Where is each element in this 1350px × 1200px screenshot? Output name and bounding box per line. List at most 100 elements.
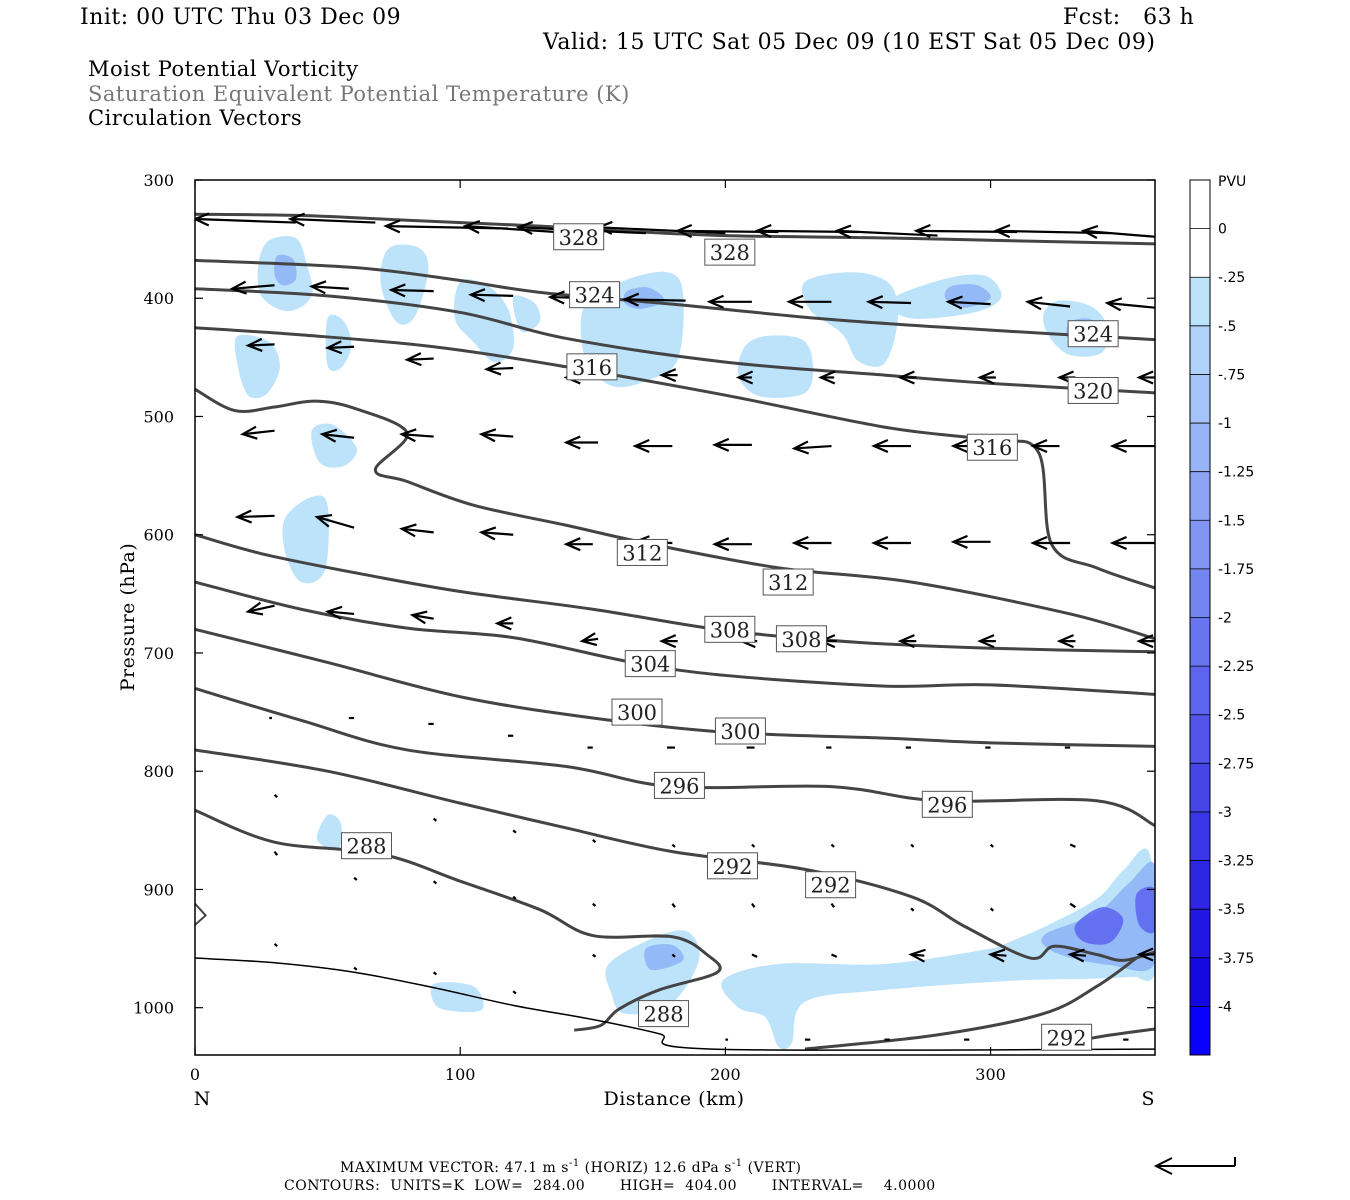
contour-line <box>195 258 1155 342</box>
circulation-vector <box>432 971 438 976</box>
circulation-vector <box>432 817 438 822</box>
circulation-vector <box>993 224 1110 239</box>
circulation-vector <box>478 526 514 541</box>
contour-label: 316 <box>566 353 618 381</box>
circulation-vector <box>468 288 514 303</box>
circulation-vector <box>751 843 756 848</box>
title-theta-es: Saturation Equivalent Potential Temperat… <box>88 82 630 106</box>
colorbar-swatch <box>1190 520 1210 570</box>
circulation-vector <box>1136 947 1155 962</box>
circulation-vector <box>1030 535 1071 551</box>
colorbar-label: -4 <box>1218 999 1232 1015</box>
colorbar-label: -3.75 <box>1218 951 1254 967</box>
colorbar-swatch <box>1190 714 1210 764</box>
mpv-region <box>1074 907 1124 945</box>
svg-text:324: 324 <box>575 284 615 308</box>
contour-label: 324 <box>1067 320 1119 348</box>
contour-labels: 328 328 324 324 320 316 316 312 312 308 308 304 300 3… <box>341 223 1119 1051</box>
valid-time: Valid: 15 UTC Sat 05 Dec 09 (10 EST Sat … <box>543 30 1156 55</box>
y-axis-label: Pressure (hPa) <box>117 543 139 692</box>
colorbar-label: -1.75 <box>1218 562 1254 578</box>
circulation-vector <box>308 280 349 295</box>
circulation-vector <box>1024 296 1071 311</box>
colorbar-swatch <box>1190 180 1210 230</box>
circulation-vector <box>910 843 915 848</box>
circulation-vector <box>871 535 912 551</box>
contour-line <box>195 287 1155 395</box>
contour-label: 312 <box>616 538 668 566</box>
colorbar-label: -2.5 <box>1218 708 1245 724</box>
south-label: S <box>1141 1088 1154 1110</box>
circulation-vector <box>865 295 912 310</box>
svg-text:308: 308 <box>710 618 750 642</box>
circulation-vector <box>751 953 758 958</box>
circulation-vectors <box>195 212 1155 1041</box>
contour-fragment <box>195 902 208 926</box>
contour-line <box>195 687 1155 827</box>
circulation-vector <box>977 634 996 649</box>
colorbar-label: -3 <box>1218 805 1232 821</box>
circulation-vector <box>399 428 434 443</box>
svg-text:300: 300 <box>617 701 657 725</box>
colorbar-swatch <box>1190 325 1210 375</box>
svg-text:304: 304 <box>630 653 670 677</box>
circulation-vector <box>478 428 514 443</box>
contour-label: 312 <box>762 568 814 596</box>
colorbar-swatch <box>1190 1006 1210 1056</box>
svg-text:300: 300 <box>720 720 760 744</box>
contour-label: 324 <box>569 281 621 309</box>
circulation-vector <box>592 953 597 958</box>
circulation-vector <box>658 368 678 383</box>
circulation-vector <box>319 428 355 443</box>
circulation-vector <box>563 537 593 552</box>
circulation-vector <box>671 953 676 958</box>
circulation-vector <box>324 340 355 355</box>
svg-text:312: 312 <box>622 541 662 565</box>
circulation-vector <box>1069 843 1076 848</box>
svg-text:328: 328 <box>710 241 750 265</box>
circulation-vector <box>273 794 278 799</box>
circulation-vector <box>1104 297 1155 312</box>
mpv-region <box>512 295 541 333</box>
x-axis-label: Distance (km) <box>603 1088 744 1110</box>
circulation-vector <box>711 537 752 552</box>
contour-line <box>195 326 1155 590</box>
contour-label: 296 <box>921 790 973 818</box>
circulation-vector <box>563 435 599 450</box>
circulation-vector <box>579 632 599 647</box>
x-tick-label: 0 <box>190 1065 200 1084</box>
svg-text:296: 296 <box>659 774 699 798</box>
circulation-vector <box>711 437 752 452</box>
circulation-vector <box>229 280 275 295</box>
circulation-vector <box>735 370 754 385</box>
svg-text:292: 292 <box>712 855 752 879</box>
circulation-vector <box>404 352 434 367</box>
svg-text:316: 316 <box>572 356 612 380</box>
circulation-vector <box>195 212 296 227</box>
circulation-vector <box>791 535 832 551</box>
colorbar-title: PVU <box>1218 174 1246 190</box>
ground-line <box>195 957 1155 1051</box>
colorbar-label: -2 <box>1218 611 1232 627</box>
contour-label: 292 <box>805 871 857 899</box>
svg-text:296: 296 <box>927 793 967 817</box>
contour-label: 320 <box>1067 376 1119 404</box>
svg-text:312: 312 <box>768 571 808 595</box>
colorbar-swatch <box>1190 228 1210 278</box>
colorbar-label: -.5 <box>1218 319 1236 335</box>
mpv-region <box>282 495 329 584</box>
x-tick-label: 200 <box>710 1065 741 1084</box>
circulation-vector <box>399 523 434 538</box>
mpv-region <box>316 814 342 850</box>
title-vectors: Circulation Vectors <box>88 106 303 130</box>
axes: 300 400 500 600 700 800 900 1000 0 100 200 300 <box>133 171 1155 1084</box>
y-tick-label: 1000 <box>133 999 174 1018</box>
circulation-vector <box>977 370 996 385</box>
circulation-vector <box>512 829 517 834</box>
circulation-vector <box>621 292 686 307</box>
y-tick-label: 300 <box>143 171 174 190</box>
svg-text:292: 292 <box>1047 1026 1087 1050</box>
circulation-vector <box>1109 439 1155 454</box>
colorbar-swatch <box>1190 568 1210 618</box>
circulation-vector <box>314 513 355 529</box>
